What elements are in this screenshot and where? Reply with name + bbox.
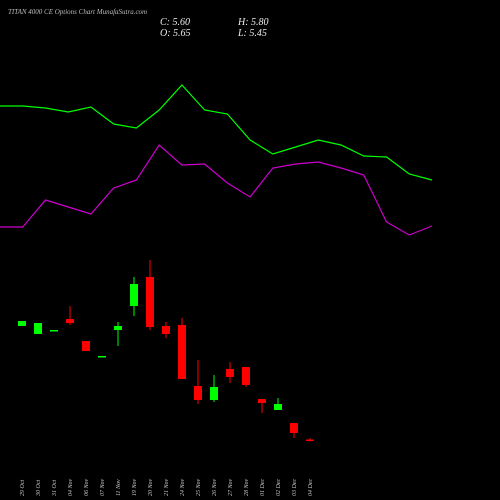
x-tick-label: 01 Dec bbox=[260, 479, 266, 496]
candle-body bbox=[82, 341, 90, 351]
close-label: C: 5.60 bbox=[160, 17, 190, 28]
candle-body bbox=[290, 423, 298, 433]
candle-body bbox=[258, 399, 266, 403]
x-tick-label: 19 Nov bbox=[132, 478, 138, 496]
high-label: H: 5.80 bbox=[237, 17, 269, 28]
low-label: L: 5.45 bbox=[237, 28, 267, 39]
x-tick-label: 30 Oct bbox=[36, 480, 42, 497]
candle-body bbox=[66, 319, 74, 323]
chart-title: TITAN 4000 CE Options Chart MunafaSutra.… bbox=[8, 8, 147, 16]
x-tick-label: 21 Nov bbox=[164, 478, 170, 496]
x-tick-label: 31 Oct bbox=[52, 480, 58, 497]
x-tick-label: 11 Nov bbox=[116, 479, 122, 496]
x-tick-label: 04 Nov bbox=[67, 478, 74, 496]
candle-body bbox=[98, 356, 106, 358]
candle-body bbox=[146, 277, 154, 327]
x-tick-label: 25 Nov bbox=[196, 478, 202, 496]
x-tick-label: 26 Nov bbox=[212, 478, 218, 496]
x-tick-label: 20 Nov bbox=[148, 478, 154, 496]
candle-body bbox=[274, 404, 282, 410]
candle-body bbox=[306, 439, 314, 441]
candle-body bbox=[178, 325, 186, 379]
candle-body bbox=[34, 323, 42, 334]
open-label: O: 5.65 bbox=[160, 28, 191, 39]
candle-body bbox=[162, 326, 170, 334]
x-tick-label: 27 Nov bbox=[228, 478, 234, 496]
indicator-line bbox=[0, 84, 433, 181]
x-tick-label: 02 Dec bbox=[276, 479, 282, 496]
x-tick-label: 06 Nov bbox=[84, 478, 90, 496]
candle-body bbox=[226, 369, 234, 377]
candle-body bbox=[18, 321, 26, 326]
x-tick-label: 28 Nov bbox=[244, 478, 250, 496]
x-tick-label: 04 Dec bbox=[307, 479, 314, 496]
x-tick-label: 29 Oct bbox=[20, 480, 26, 496]
candle-body bbox=[114, 326, 122, 330]
candle-body bbox=[50, 330, 58, 332]
candle-body bbox=[242, 367, 250, 385]
candle-body bbox=[194, 386, 202, 400]
x-tick-label: 24 Nov bbox=[179, 478, 186, 496]
candle-body bbox=[210, 387, 218, 400]
x-tick-label: 07 Nov bbox=[100, 478, 106, 496]
x-tick-label: 03 Dec bbox=[292, 479, 298, 496]
candle-body bbox=[130, 284, 138, 306]
indicator-line bbox=[0, 144, 433, 236]
